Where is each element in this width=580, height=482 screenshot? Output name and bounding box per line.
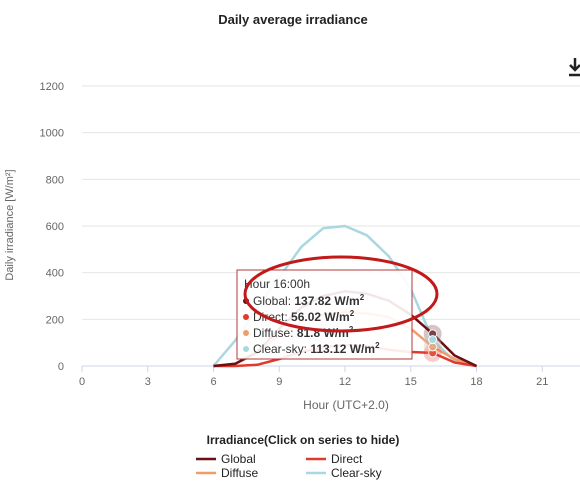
x-tick-label: 6 bbox=[210, 376, 216, 388]
legend-label: Clear-sky bbox=[331, 466, 382, 480]
y-tick-label: 1000 bbox=[40, 128, 64, 140]
tooltip-item: Global: 137.82 W/m2 bbox=[253, 293, 365, 308]
tooltip-bullet bbox=[243, 346, 249, 352]
annotation-ellipse bbox=[243, 255, 439, 333]
tooltip-item: Direct: 56.02 W/m2 bbox=[253, 309, 355, 324]
y-tick-label: 0 bbox=[58, 361, 64, 373]
y-axis-label: Daily irradiance [W/m²] bbox=[4, 169, 16, 280]
x-tick-label: 15 bbox=[405, 376, 417, 388]
x-tick-label: 18 bbox=[470, 376, 482, 388]
data-point[interactable] bbox=[428, 335, 438, 345]
legend-item-diffuse[interactable]: Diffuse bbox=[196, 466, 258, 480]
tooltip-header: Hour 16:00h bbox=[244, 277, 310, 291]
x-tick-label: 9 bbox=[276, 376, 282, 388]
legend-label: Global bbox=[221, 452, 256, 466]
chart-title: Daily average irradiance bbox=[218, 12, 368, 27]
tooltip-bullet bbox=[243, 330, 249, 336]
legend-title: Irradiance(Click on series to hide) bbox=[207, 433, 400, 447]
y-tick-label: 600 bbox=[46, 221, 64, 233]
y-tick-label: 200 bbox=[46, 314, 64, 326]
y-tick-label: 400 bbox=[46, 268, 64, 280]
legend-item-direct[interactable]: Direct bbox=[306, 452, 363, 466]
x-tick-label: 3 bbox=[145, 376, 151, 388]
y-tick-label: 1200 bbox=[40, 81, 64, 93]
legend-label: Diffuse bbox=[221, 466, 258, 480]
tooltip-item: Clear-sky: 113.12 W/m2 bbox=[253, 341, 380, 356]
legend-item-clear-sky[interactable]: Clear-sky bbox=[306, 466, 382, 480]
legend-item-global[interactable]: Global bbox=[196, 452, 256, 466]
x-tick-label: 0 bbox=[79, 376, 85, 388]
legend-label: Direct bbox=[331, 452, 363, 466]
x-tick-label: 12 bbox=[339, 376, 351, 388]
tooltip-bullet bbox=[243, 314, 249, 320]
x-axis-label: Hour (UTC+2.0) bbox=[303, 398, 389, 412]
download-icon[interactable] bbox=[569, 58, 580, 77]
y-tick-label: 800 bbox=[46, 174, 64, 186]
x-tick-label: 21 bbox=[536, 376, 548, 388]
